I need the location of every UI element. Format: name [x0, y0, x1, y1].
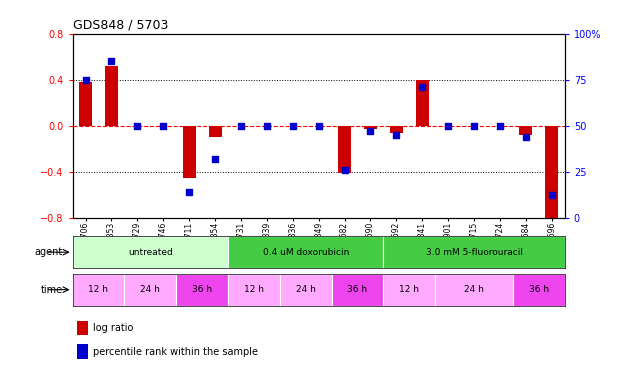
- Bar: [79, 82, 92, 126]
- Bar: [182, 126, 196, 178]
- Point: [236, 123, 246, 129]
- Bar: [519, 126, 533, 135]
- Bar: [390, 126, 403, 132]
- Text: 12 h: 12 h: [88, 285, 109, 294]
- Text: percentile rank within the sample: percentile rank within the sample: [93, 346, 258, 357]
- Text: 24 h: 24 h: [464, 285, 484, 294]
- Point: [365, 128, 375, 134]
- Text: 36 h: 36 h: [192, 285, 212, 294]
- Bar: [124, 274, 176, 306]
- Point: [184, 189, 194, 195]
- Bar: [364, 126, 377, 129]
- Bar: [78, 321, 88, 336]
- Point: [417, 84, 427, 90]
- Text: log ratio: log ratio: [93, 323, 134, 333]
- Text: 12 h: 12 h: [399, 285, 420, 294]
- Point: [391, 132, 401, 138]
- Point: [210, 156, 220, 162]
- Point: [495, 123, 505, 129]
- Bar: [280, 274, 332, 306]
- Point: [469, 123, 479, 129]
- Point: [107, 58, 117, 64]
- Text: time: time: [40, 285, 62, 295]
- Bar: [78, 344, 88, 359]
- Bar: [228, 236, 384, 268]
- Bar: [73, 274, 124, 306]
- Point: [521, 134, 531, 140]
- Text: 36 h: 36 h: [348, 285, 368, 294]
- Bar: [228, 274, 280, 306]
- Bar: [338, 126, 351, 173]
- Bar: [545, 126, 558, 220]
- Bar: [73, 236, 228, 268]
- Text: 12 h: 12 h: [244, 285, 264, 294]
- Point: [81, 77, 91, 83]
- Point: [158, 123, 168, 129]
- Point: [262, 123, 272, 129]
- Text: untreated: untreated: [128, 248, 173, 256]
- Point: [288, 123, 298, 129]
- Text: 3.0 mM 5-fluorouracil: 3.0 mM 5-fluorouracil: [425, 248, 522, 256]
- Bar: [105, 66, 118, 126]
- Point: [133, 123, 143, 129]
- Text: 24 h: 24 h: [296, 285, 316, 294]
- Text: 0.4 uM doxorubicin: 0.4 uM doxorubicin: [262, 248, 349, 256]
- Bar: [176, 274, 228, 306]
- Point: [443, 123, 453, 129]
- Text: agent: agent: [35, 247, 62, 257]
- Bar: [384, 274, 435, 306]
- Bar: [513, 274, 565, 306]
- Bar: [209, 126, 221, 137]
- Point: [314, 123, 324, 129]
- Bar: [332, 274, 384, 306]
- Text: 24 h: 24 h: [140, 285, 160, 294]
- Point: [339, 167, 350, 173]
- Bar: [384, 236, 565, 268]
- Bar: [416, 80, 428, 126]
- Text: 36 h: 36 h: [529, 285, 549, 294]
- Bar: [435, 274, 513, 306]
- Point: [546, 192, 557, 198]
- Text: GDS848 / 5703: GDS848 / 5703: [73, 18, 168, 31]
